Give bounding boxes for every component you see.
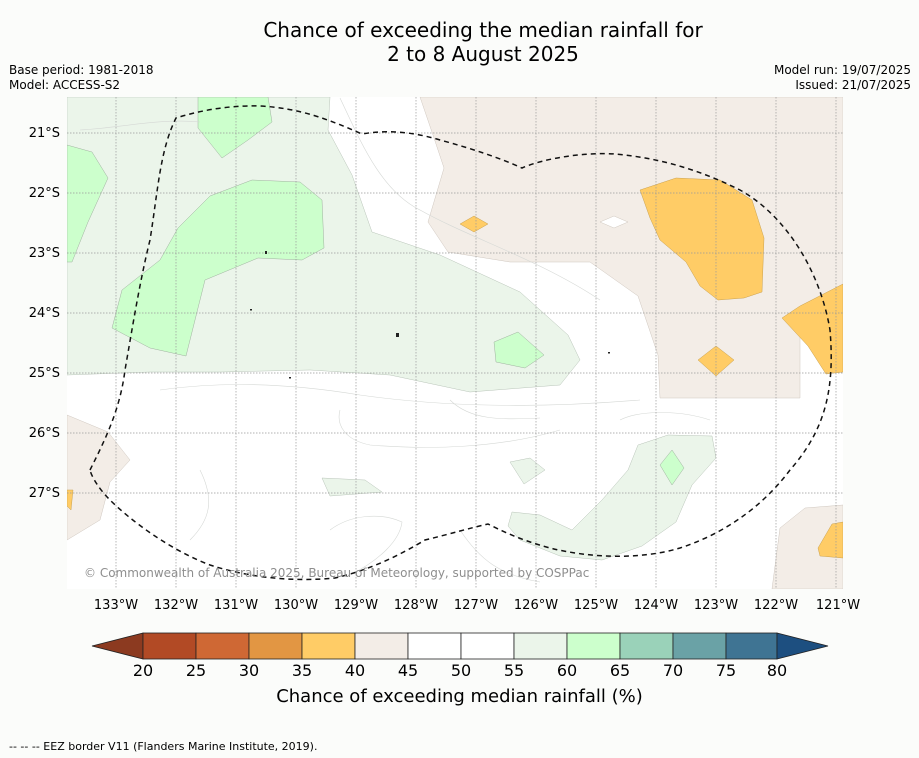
- lat-label: 26°S: [28, 426, 60, 441]
- model-run-text: Model run: 19/07/2025: [773, 63, 911, 77]
- colorbar-tick: 45: [397, 661, 419, 680]
- lon-label: 123°W: [693, 598, 739, 613]
- lon-label: 121°W: [815, 598, 861, 613]
- graticule: [67, 97, 843, 589]
- colorbar-bin-20-25: [142, 632, 197, 660]
- lat-label: 21°S: [28, 126, 60, 141]
- map-plot-area: [67, 97, 843, 589]
- footer-legend-text: -- -- -- EEZ border V11 (Flanders Marine…: [9, 740, 318, 753]
- lat-label: 27°S: [28, 486, 60, 501]
- colorbar-bin-60-65: [566, 632, 621, 660]
- colorbar: [91, 632, 829, 660]
- region-35-40-southeast: [817, 521, 843, 559]
- lat-label: 22°S: [28, 186, 60, 201]
- region-35-40-small-a: [459, 215, 489, 233]
- colorbar-tick: 70: [662, 661, 684, 680]
- lat-label: 24°S: [28, 306, 60, 321]
- colorbar-tick: 50: [450, 661, 472, 680]
- colorbar-tick: 30: [238, 661, 260, 680]
- colorbar-bin-30-35: [248, 632, 303, 660]
- region-55-60-patch-a: [321, 477, 383, 497]
- colorbar-under-arrow: [91, 632, 144, 660]
- title-line-1: Chance of exceeding the median rainfall …: [263, 18, 703, 42]
- colorbar-bin-40-45: [354, 632, 409, 660]
- colorbar-tick: 65: [609, 661, 631, 680]
- colorbar-bin-50-55: [460, 632, 515, 660]
- base-period-text: Base period: 1981-2018: [9, 63, 154, 77]
- region-35-40-east-edge: [781, 283, 843, 375]
- region-60-65-southeast: [659, 449, 685, 486]
- meta-left: Base period: 1981-2018 Model: ACCESS-S2: [9, 63, 154, 93]
- colorbar-tick: 25: [185, 661, 207, 680]
- region-60-65-west-edge: [67, 144, 109, 263]
- lon-label: 124°W: [633, 598, 679, 613]
- lon-label: 131°W: [213, 598, 259, 613]
- colorbar-bin-75-80: [725, 632, 778, 660]
- region-55-60-patch-b: [509, 457, 546, 485]
- white-patch: [599, 215, 629, 229]
- lat-label: 23°S: [28, 246, 60, 261]
- lon-label: 130°W: [273, 598, 319, 613]
- colorbar-label: Chance of exceeding median rainfall (%): [276, 686, 643, 707]
- region-60-65-north: [197, 97, 273, 159]
- model-text: Model: ACCESS-S2: [9, 78, 121, 92]
- colorbar-bin-35-40: [301, 632, 356, 660]
- colorbar-tick: 55: [503, 661, 525, 680]
- region-60-65-east: [493, 331, 545, 369]
- issued-text: Issued: 21/07/2025: [795, 78, 911, 92]
- region-35-40-large: [639, 177, 765, 301]
- region-60-65-central: [111, 179, 325, 357]
- region-35-40-west-edge: [67, 489, 74, 511]
- region-40-45-southwest: [67, 414, 131, 541]
- lon-label: 132°W: [153, 598, 199, 613]
- title-line-2: 2 to 8 August 2025: [387, 42, 579, 66]
- colorbar-bin-70-75: [672, 632, 727, 660]
- lon-label: 129°W: [333, 598, 379, 613]
- colorbar-bin-45-50: [407, 632, 462, 660]
- lon-label: 122°W: [753, 598, 799, 613]
- colorbar-tick: 80: [766, 661, 788, 680]
- colorbar-tick: 75: [715, 661, 737, 680]
- lon-label: 128°W: [393, 598, 439, 613]
- colorbar-tick: 60: [556, 661, 578, 680]
- eez-border: [89, 105, 832, 581]
- lon-label: 126°W: [513, 598, 559, 613]
- region-40-45-southeast: [771, 504, 843, 589]
- lat-label: 25°S: [28, 366, 60, 381]
- contour-lines: [79, 97, 711, 583]
- colorbar-bin-25-30: [195, 632, 250, 660]
- colorbar-tick: 40: [344, 661, 366, 680]
- lon-label: 127°W: [453, 598, 499, 613]
- colorbar-over-arrow: [776, 632, 829, 660]
- colorbar-tick: 35: [291, 661, 313, 680]
- meta-right: Model run: 19/07/2025 Issued: 21/07/2025: [774, 63, 911, 93]
- map-title: Chance of exceeding the median rainfall …: [0, 18, 919, 66]
- colorbar-tick: 20: [132, 661, 154, 680]
- lon-label: 125°W: [573, 598, 619, 613]
- tiny-markers: [250, 251, 610, 379]
- colorbar-bin-65-70: [619, 632, 674, 660]
- copyright-text: © Commonwealth of Australia 2025, Bureau…: [84, 566, 590, 580]
- colorbar-bin-55-60: [513, 632, 568, 660]
- lon-label: 133°W: [93, 598, 139, 613]
